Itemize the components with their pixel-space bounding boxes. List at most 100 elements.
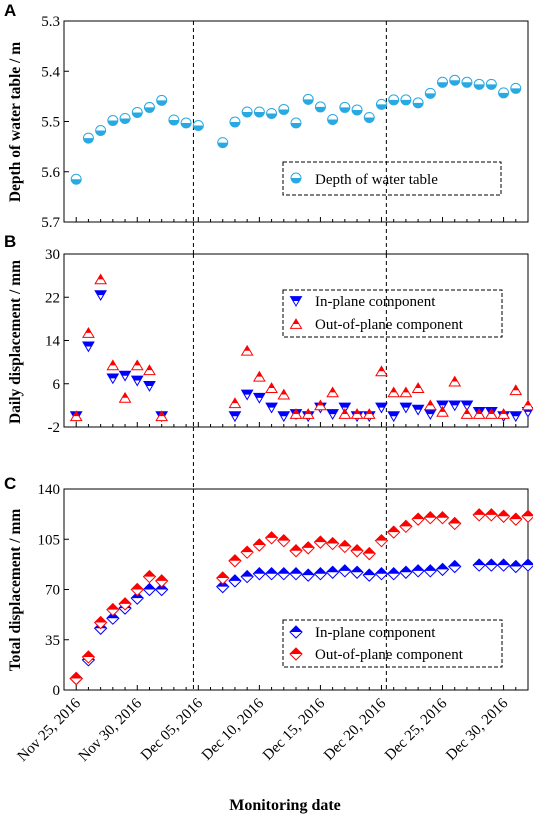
data-point: [424, 87, 436, 99]
data-point: [399, 519, 413, 534]
data-point: [252, 392, 266, 404]
data-point: [375, 365, 388, 377]
data-point: [301, 541, 315, 555]
data-point: [509, 411, 523, 423]
data-point: [436, 405, 449, 417]
data-point: [277, 566, 291, 581]
data-point: [70, 173, 82, 185]
legend-marker-shape: [289, 318, 303, 329]
data-point: [264, 531, 279, 545]
data-point: [423, 409, 437, 420]
data-point: [228, 397, 242, 409]
data-point: [326, 386, 340, 398]
data-point: [460, 408, 474, 419]
data-point: [228, 574, 242, 588]
data-point: [496, 509, 511, 523]
data-point: [327, 113, 339, 125]
data-point: [313, 566, 328, 581]
data-point: [338, 564, 352, 578]
data-point: [350, 565, 364, 579]
data-point: [302, 93, 314, 105]
data-point: [130, 359, 144, 371]
data-point: [252, 370, 266, 382]
data-point: [448, 400, 462, 412]
data-point: [484, 408, 498, 419]
data-point: [497, 408, 510, 419]
data-point: [338, 402, 352, 414]
data-point: [240, 569, 254, 584]
data-point: [143, 364, 156, 376]
panel-a-ylabel: Depth of water table / m: [7, 42, 24, 202]
data-point: [228, 411, 242, 423]
data-point: [374, 533, 389, 548]
data-point: [314, 399, 327, 411]
data-point: [350, 408, 364, 419]
data-point: [142, 582, 157, 597]
data-point: [399, 402, 413, 414]
data-point: [387, 386, 401, 398]
data-point: [363, 111, 375, 123]
data-point: [107, 114, 119, 126]
data-point: [130, 375, 144, 387]
data-point: [362, 408, 376, 419]
data-point: [509, 384, 523, 396]
panel-b-ytick-label: 22: [45, 290, 60, 306]
data-point: [93, 615, 108, 630]
data-point: [95, 125, 107, 137]
legend-marker-in-plane-total: [289, 625, 303, 639]
data-point: [325, 536, 340, 551]
data-point: [461, 76, 473, 88]
data-point: [142, 569, 157, 584]
data-point: [449, 74, 461, 86]
legend-label-in-plane-total: In-plane component: [315, 625, 436, 641]
data-point: [388, 94, 400, 106]
panel-c-legend-frame: [282, 619, 503, 668]
x-tick-label: Nov 30, 2016: [76, 695, 146, 765]
data-point: [484, 508, 499, 522]
panel-a-series-0: [70, 74, 522, 185]
data-point: [289, 566, 303, 581]
panel-letter-a: A: [4, 1, 16, 20]
panel-c-ytick-label: 105: [38, 532, 61, 548]
panel-letter-c: C: [4, 474, 16, 493]
data-point: [278, 103, 290, 115]
data-point: [472, 508, 486, 522]
data-point: [106, 373, 120, 385]
data-point: [498, 87, 510, 99]
data-point: [484, 558, 499, 572]
panel-b-ylabel: Daily displacement / mm: [7, 260, 24, 424]
legend-marker-water-table: [290, 172, 302, 184]
data-point: [350, 544, 364, 558]
panel-b-ytick-label: 30: [45, 247, 60, 263]
data-point: [130, 582, 144, 597]
data-point: [168, 114, 180, 126]
data-point: [496, 558, 511, 572]
data-point: [229, 116, 241, 128]
data-point: [399, 565, 413, 579]
panel-b-legend-frame: [282, 289, 503, 338]
data-point: [131, 106, 143, 118]
legend-label-out-of-plane-daily: Out-of-plane component: [315, 317, 464, 333]
data-point: [386, 525, 401, 539]
panel-c-ytick-label: 70: [45, 583, 60, 599]
x-tick-label: Dec 05, 2016: [138, 695, 207, 764]
data-point: [94, 273, 108, 285]
data-point: [437, 76, 449, 88]
data-point: [290, 117, 302, 129]
data-point: [118, 391, 132, 403]
data-point: [216, 571, 230, 585]
data-point: [387, 411, 401, 423]
legend-label-out-of-plane-total: Out-of-plane component: [315, 647, 464, 663]
legend-marker-shape: [290, 172, 302, 184]
panel-c-legend: In-plane component Out-of-plane componen…: [282, 619, 503, 668]
data-point: [338, 408, 352, 419]
data-point: [106, 359, 120, 371]
panel-b-ytick-label: -2: [48, 420, 61, 436]
data-point: [264, 566, 279, 581]
data-point: [510, 82, 522, 94]
panel-a-ytick-label: 5.5: [41, 115, 60, 131]
data-point: [375, 402, 388, 414]
data-point: [82, 341, 95, 353]
data-point: [240, 545, 254, 559]
data-point: [252, 566, 267, 581]
